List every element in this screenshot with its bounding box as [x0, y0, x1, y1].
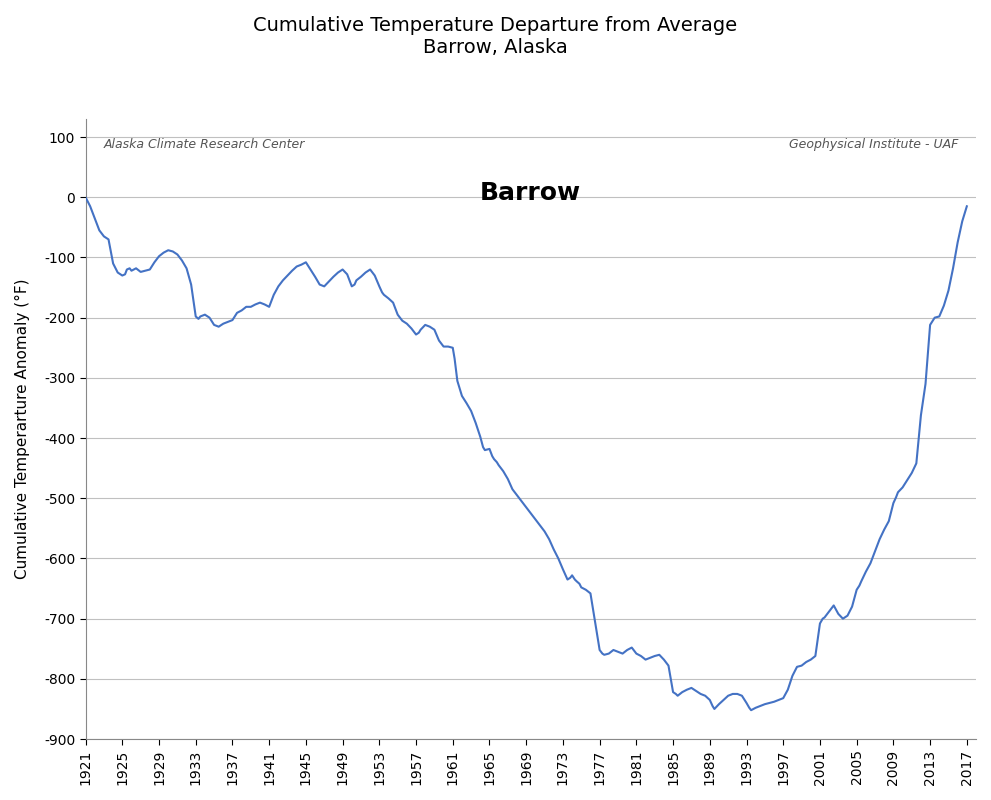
Y-axis label: Cumulative Temperarture Anomaly (°F): Cumulative Temperarture Anomaly (°F) — [15, 278, 30, 579]
Text: Alaska Climate Research Center: Alaska Climate Research Center — [103, 138, 305, 150]
Text: Cumulative Temperature Departure from Average
Barrow, Alaska: Cumulative Temperature Departure from Av… — [254, 16, 737, 57]
Text: Barrow: Barrow — [481, 181, 582, 205]
Text: Geophysical Institute - UAF: Geophysical Institute - UAF — [789, 138, 958, 150]
